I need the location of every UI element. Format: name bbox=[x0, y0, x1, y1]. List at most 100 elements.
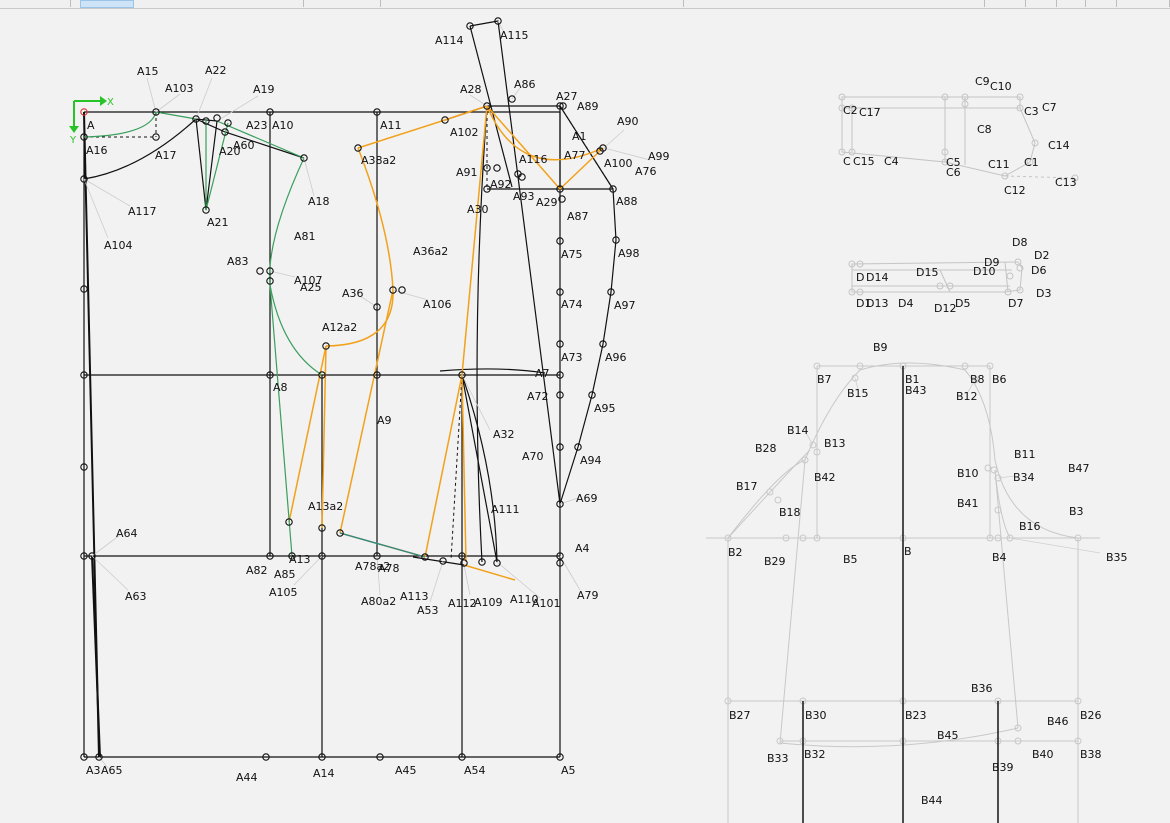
point-label-c8[interactable]: C8 bbox=[977, 123, 992, 136]
point-label-a17[interactable]: A17 bbox=[155, 149, 177, 162]
point-label-c6[interactable]: C6 bbox=[946, 166, 961, 179]
point-label-a117[interactable]: A117 bbox=[128, 205, 157, 218]
point-label-a114[interactable]: A114 bbox=[435, 34, 464, 47]
point-label-c7[interactable]: C7 bbox=[1042, 101, 1057, 114]
point-label-b35[interactable]: B35 bbox=[1106, 551, 1128, 564]
point-label-c1[interactable]: C1 bbox=[1024, 156, 1039, 169]
pattern-drawing[interactable]: X Y bbox=[0, 9, 1170, 823]
point-label-b46[interactable]: B46 bbox=[1047, 715, 1069, 728]
point-label-a96[interactable]: A96 bbox=[605, 351, 627, 364]
point-label-a14[interactable]: A14 bbox=[313, 767, 335, 780]
point-label-d14[interactable]: D14 bbox=[866, 271, 888, 284]
point-label-a83[interactable]: A83 bbox=[227, 255, 249, 268]
toolbar-segment[interactable] bbox=[304, 0, 381, 7]
point-label-c9[interactable]: C9 bbox=[975, 75, 990, 88]
point-label-a30[interactable]: A30 bbox=[467, 203, 489, 216]
point-label-a105[interactable]: A105 bbox=[269, 586, 298, 599]
toolbar-segment[interactable] bbox=[1086, 0, 1117, 7]
point-label-a13a2[interactable]: A13a2 bbox=[308, 500, 343, 513]
point-label-a11[interactable]: A11 bbox=[380, 119, 402, 132]
point-label-a69[interactable]: A69 bbox=[576, 492, 598, 505]
point-label-a109[interactable]: A109 bbox=[474, 596, 503, 609]
drawing-canvas[interactable]: X Y bbox=[0, 9, 1170, 823]
toolbar-segment[interactable] bbox=[1057, 0, 1086, 7]
point-label-b40[interactable]: B40 bbox=[1032, 748, 1054, 761]
point-label-b42[interactable]: B42 bbox=[814, 471, 836, 484]
point-label-b43[interactable]: B43 bbox=[905, 384, 927, 397]
point-label-a63[interactable]: A63 bbox=[125, 590, 147, 603]
point-label-c13[interactable]: C13 bbox=[1055, 176, 1077, 189]
point-label-a5[interactable]: A5 bbox=[561, 764, 576, 777]
point-label-d12[interactable]: D12 bbox=[934, 302, 956, 315]
point-label-b17[interactable]: B17 bbox=[736, 480, 758, 493]
point-label-b7[interactable]: B7 bbox=[817, 373, 832, 386]
main-points[interactable] bbox=[80, 17, 620, 761]
point-label-a[interactable]: A bbox=[87, 119, 95, 132]
point-label-a53[interactable]: A53 bbox=[417, 604, 439, 617]
point-label-a23[interactable]: A23 bbox=[246, 119, 268, 132]
point-label-b27[interactable]: B27 bbox=[729, 709, 751, 722]
point-label-d7[interactable]: D7 bbox=[1008, 297, 1023, 310]
point-label-a89[interactable]: A89 bbox=[577, 100, 599, 113]
point-label-a75[interactable]: A75 bbox=[561, 248, 583, 261]
point-label-d10[interactable]: D10 bbox=[973, 265, 995, 278]
toolbar-selected-button[interactable] bbox=[80, 0, 134, 8]
point-label-a107[interactable]: A107 bbox=[294, 274, 323, 287]
point-label-c14[interactable]: C14 bbox=[1048, 139, 1070, 152]
toolbar-segment[interactable] bbox=[985, 0, 1026, 7]
point-label-a112[interactable]: A112 bbox=[448, 597, 477, 610]
point-label-a92[interactable]: A92 bbox=[490, 178, 512, 191]
point-label-a36[interactable]: A36 bbox=[342, 287, 364, 300]
point-label-b10[interactable]: B10 bbox=[957, 467, 979, 480]
point-label-b41[interactable]: B41 bbox=[957, 497, 979, 510]
point-label-a16[interactable]: A16 bbox=[86, 144, 108, 157]
point-label-a82[interactable]: A82 bbox=[246, 564, 268, 577]
point-label-b36[interactable]: B36 bbox=[971, 682, 993, 695]
toolbar-segment[interactable] bbox=[0, 0, 71, 7]
point-label-b1[interactable]: B1 bbox=[905, 373, 920, 386]
point-label-b30[interactable]: B30 bbox=[805, 709, 827, 722]
point-label-a29[interactable]: A29 bbox=[536, 196, 558, 209]
point-label-a44[interactable]: A44 bbox=[236, 771, 258, 784]
point-label-a7[interactable]: A7 bbox=[535, 367, 550, 380]
point-label-a81[interactable]: A81 bbox=[294, 230, 316, 243]
toolbar-segment[interactable] bbox=[381, 0, 684, 7]
point-label-a19[interactable]: A19 bbox=[253, 83, 275, 96]
point-label-d5[interactable]: D5 bbox=[955, 297, 970, 310]
point-label-a54[interactable]: A54 bbox=[464, 764, 486, 777]
point-label-a74[interactable]: A74 bbox=[561, 298, 583, 311]
point-label-d6[interactable]: D6 bbox=[1031, 264, 1046, 277]
point-label-a77[interactable]: A77 bbox=[564, 149, 586, 162]
point-label-b2[interactable]: B2 bbox=[728, 546, 743, 559]
point-label-b29[interactable]: B29 bbox=[764, 555, 786, 568]
point-label-c17[interactable]: C17 bbox=[859, 106, 881, 119]
point-label-a113[interactable]: A113 bbox=[400, 590, 429, 603]
point-label-d2[interactable]: D2 bbox=[1034, 249, 1049, 262]
toolbar-segment[interactable] bbox=[684, 0, 985, 7]
point-label-a97[interactable]: A97 bbox=[614, 299, 636, 312]
point-label-b11[interactable]: B11 bbox=[1014, 448, 1036, 461]
point-label-c10[interactable]: C10 bbox=[990, 80, 1012, 93]
point-label-a9[interactable]: A9 bbox=[377, 414, 392, 427]
point-label-a73[interactable]: A73 bbox=[561, 351, 583, 364]
point-label-b4[interactable]: B4 bbox=[992, 551, 1007, 564]
point-label-a110[interactable]: A110 bbox=[510, 593, 539, 606]
point-label-b13[interactable]: B13 bbox=[824, 437, 846, 450]
point-label-c5[interactable]: C5 bbox=[946, 156, 961, 169]
point-label-a98[interactable]: A98 bbox=[618, 247, 640, 260]
point-label-b16[interactable]: B16 bbox=[1019, 520, 1041, 533]
point-label-c4[interactable]: C4 bbox=[884, 155, 899, 168]
point-label-b5[interactable]: B5 bbox=[843, 553, 858, 566]
point-label-a4[interactable]: A4 bbox=[575, 542, 590, 555]
point-label-c11[interactable]: C11 bbox=[988, 158, 1010, 171]
point-label-b8[interactable]: B8 bbox=[970, 373, 985, 386]
point-label-a103[interactable]: A103 bbox=[165, 82, 194, 95]
point-label-a93[interactable]: A93 bbox=[513, 190, 535, 203]
point-label-b18[interactable]: B18 bbox=[779, 506, 801, 519]
point-label-a10[interactable]: A10 bbox=[272, 119, 294, 132]
point-label-a99[interactable]: A99 bbox=[648, 150, 670, 163]
point-label-a91[interactable]: A91 bbox=[456, 166, 478, 179]
point-label-a104[interactable]: A104 bbox=[104, 239, 133, 252]
point-label-d8[interactable]: D8 bbox=[1012, 236, 1027, 249]
point-label-b47[interactable]: B47 bbox=[1068, 462, 1090, 475]
